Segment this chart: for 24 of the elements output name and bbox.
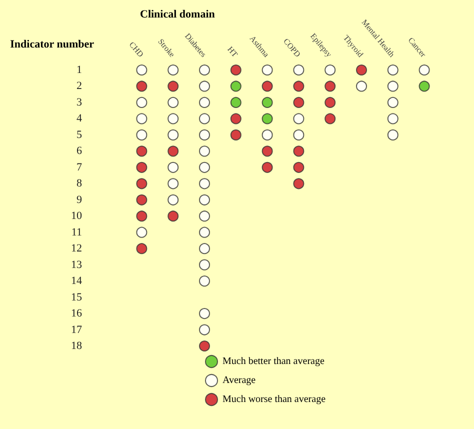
y-tick-label: 15 — [71, 291, 82, 304]
y-tick-label: 3 — [76, 96, 82, 108]
legend-label: Much worse than average — [222, 394, 326, 405]
legend-label: Average — [222, 375, 256, 386]
y-tick-label: 16 — [71, 308, 82, 320]
y-tick-label: 8 — [76, 178, 82, 190]
y-tick-label: 11 — [71, 226, 82, 238]
y-tick-label: 1 — [76, 64, 82, 76]
y-tick-label: 6 — [76, 145, 82, 158]
y-tick-label: 12 — [71, 242, 82, 255]
y-tick-label: 18 — [71, 340, 82, 352]
x-tick-label: HT — [226, 44, 240, 59]
y-tick-label: 13 — [71, 258, 82, 271]
y-tick-label: 17 — [71, 324, 82, 336]
y-tick-label: 2 — [76, 80, 82, 92]
y-axis-title: Indicator number — [10, 38, 94, 50]
y-tick-label: 14 — [71, 275, 82, 288]
y-tick-label: 10 — [71, 210, 82, 222]
y-tick-label: 7 — [76, 161, 82, 174]
legend-label: Much better than average — [222, 356, 325, 367]
y-tick-label: 9 — [76, 194, 82, 206]
y-tick-label: 4 — [76, 112, 82, 125]
y-tick-label: 5 — [76, 128, 82, 141]
chart-title: Clinical domain — [140, 8, 215, 20]
